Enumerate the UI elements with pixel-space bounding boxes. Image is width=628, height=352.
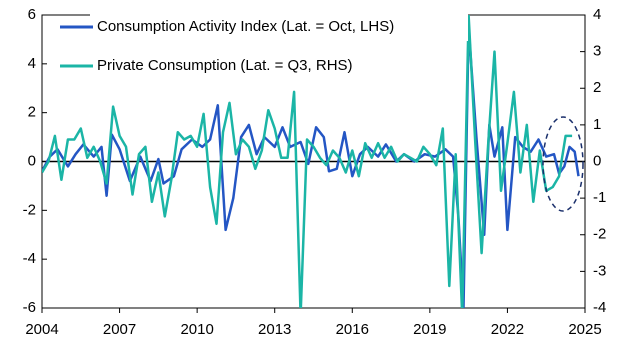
legend: Consumption Activity Index (Lat. = Oct, … — [60, 13, 468, 80]
legend-box — [90, 13, 468, 41]
series-line — [42, 25, 580, 308]
legend-label: Consumption Activity Index (Lat. = Oct, … — [97, 18, 394, 35]
y2-tick-label: -4 — [593, 299, 606, 316]
x-tick-label: 2010 — [180, 321, 213, 338]
legend-box — [90, 52, 420, 80]
y2-tick-label: -1 — [593, 189, 606, 206]
x-tick-label: 2025 — [568, 321, 601, 338]
series-line — [42, 15, 573, 308]
legend-label: Private Consumption (Lat. = Q3, RHS) — [97, 57, 353, 74]
annotation-ellipse — [542, 116, 584, 212]
y-tick-label: 0 — [28, 152, 36, 169]
x-tick-label: 2004 — [25, 321, 58, 338]
x-tick-label: 2007 — [103, 321, 136, 338]
y2-tick-label: 4 — [593, 6, 601, 23]
x-tick-label: 2019 — [413, 321, 446, 338]
y-tick-label: -4 — [23, 250, 36, 267]
y-tick-label: 6 — [28, 6, 36, 23]
x-tick-label: 2022 — [491, 321, 524, 338]
lines-layer — [42, 15, 580, 308]
y-tick-label: -6 — [23, 299, 36, 316]
y2-tick-label: 0 — [593, 152, 601, 169]
y2-tick-label: 2 — [593, 79, 601, 96]
x-tick-label: 2013 — [258, 321, 291, 338]
y2-tick-label: 3 — [593, 43, 601, 60]
y2-tick-label: 1 — [593, 116, 601, 133]
y-tick-label: 2 — [28, 104, 36, 121]
y-tick-label: 4 — [28, 55, 36, 72]
x-tick-label: 2016 — [336, 321, 369, 338]
y2-tick-label: -3 — [593, 262, 606, 279]
y2-tick-label: -2 — [593, 226, 606, 243]
axes-layer: -6 -4 -2 0 2 4 6 -4 -3 -2 -1 0 1 2 3 4 2004 2007 2010 2013 2… — [23, 6, 607, 338]
y-tick-label: -2 — [23, 201, 36, 218]
